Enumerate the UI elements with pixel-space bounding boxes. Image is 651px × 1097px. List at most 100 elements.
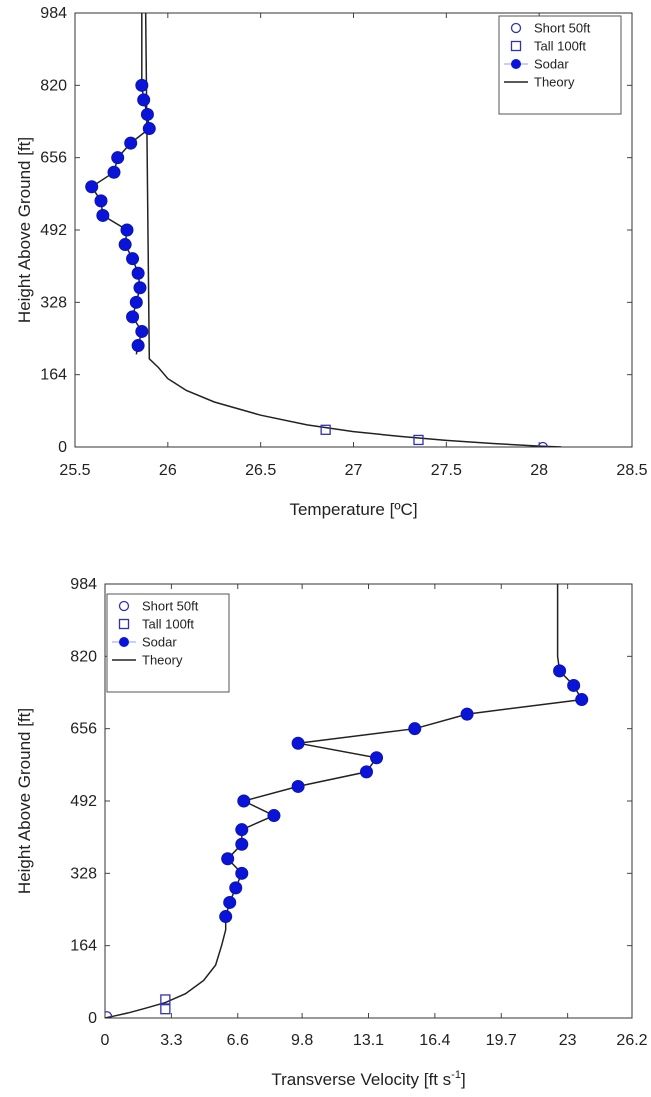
point-sodar (235, 866, 249, 880)
plot-frame (104, 583, 633, 1019)
x-tick-label: 26.2 (616, 1032, 647, 1049)
legend-label-sodar: Sodar (142, 635, 177, 650)
point-sodar (291, 779, 305, 793)
point-sodar (124, 136, 138, 150)
point-sodar (235, 823, 249, 837)
y-tick-label: 820 (40, 77, 67, 94)
x-axis-label: Temperature [ºC] (289, 500, 417, 519)
x-tick-label: 27.5 (431, 462, 462, 479)
point-sodar (142, 122, 156, 136)
y-tick-label: 656 (70, 721, 97, 738)
y-tick-label: 164 (40, 367, 67, 384)
point-sodar (553, 664, 567, 678)
y-tick-label: 492 (40, 222, 67, 239)
point-sodar (126, 252, 140, 266)
y-tick-label: 820 (70, 648, 97, 665)
y-tick-label: 328 (40, 294, 67, 311)
x-tick-label: 16.4 (419, 1032, 450, 1049)
x-tick-label: 28.5 (616, 462, 647, 479)
y-tick-label: 656 (40, 150, 67, 167)
point-sodar (135, 324, 149, 338)
plot-area (105, 584, 589, 1018)
point-sodar (267, 809, 281, 823)
x-tick-label: 25.5 (59, 462, 90, 479)
legend-swatch-sodar (119, 637, 129, 647)
y-axis-label: Height Above Ground [ft] (15, 708, 34, 894)
legend-swatch-tall-100ft (510, 40, 522, 52)
legend-label-theory: Theory (534, 75, 575, 90)
legend-swatch-short-50ft (510, 22, 522, 34)
x-tick-label: 9.8 (291, 1032, 313, 1049)
x-tick-label: 26.5 (245, 462, 276, 479)
point-short-50ft (105, 1011, 113, 1018)
point-sodar (229, 881, 243, 895)
plot-frame (74, 12, 633, 448)
point-sodar (131, 339, 145, 353)
point-sodar (107, 165, 121, 179)
y-axis-label: Height Above Ground [ft] (15, 137, 34, 323)
x-axis-label-superscript: -1 (451, 1069, 461, 1081)
y-tick-label: 492 (70, 793, 97, 810)
legend: Short 50ft Tall 100ft Sodar Theory (106, 593, 230, 693)
x-axis-label-end: ] (461, 1070, 466, 1089)
legend-label-sodar: Sodar (534, 57, 569, 72)
series-theory-line (105, 584, 583, 1018)
point-sodar (370, 751, 384, 765)
x-tick-label: 6.6 (227, 1032, 249, 1049)
point-sodar (291, 736, 305, 750)
point-tall-100ft (160, 1004, 171, 1015)
point-sodar (219, 910, 233, 924)
legend-label-tall-100ft: Tall 100ft (142, 617, 194, 632)
point-sodar (131, 266, 145, 280)
point-sodar (575, 693, 589, 707)
point-tall-100ft (320, 424, 331, 435)
x-tick-label: 13.1 (353, 1032, 384, 1049)
point-sodar (133, 281, 147, 295)
point-sodar (120, 223, 134, 237)
legend-swatch-tall-100ft (118, 618, 130, 630)
plot-area (85, 13, 562, 447)
point-sodar (408, 722, 422, 736)
point-sodar (137, 93, 151, 107)
y-tick-label: 984 (40, 5, 67, 22)
point-sodar (223, 895, 237, 909)
y-tick-label: 0 (58, 439, 67, 456)
point-tall-100ft (160, 994, 171, 1005)
legend-label-tall-100ft: Tall 100ft (534, 39, 586, 54)
transverse-velocity-profile-chart: 0 3.3 6.6 9.8 13.1 16.4 19.7 23 26.2 0 164 328 492 65… (15, 576, 648, 1089)
legend: Short 50ft Tall 100ft Sodar Theory (498, 15, 622, 115)
x-tick-label: 26 (159, 462, 177, 479)
point-tall-100ft (413, 434, 424, 446)
legend-label-short-50ft: Short 50ft (534, 21, 591, 36)
point-sodar (85, 180, 99, 194)
x-tick-label: 28 (530, 462, 548, 479)
point-sodar (460, 707, 474, 721)
y-tick-label: 328 (70, 865, 97, 882)
point-sodar (359, 765, 373, 779)
legend-swatch-short-50ft (118, 600, 130, 612)
point-sodar (140, 107, 154, 121)
x-axis-label: Transverse Velocity [ft s-1] (271, 1069, 465, 1089)
x-tick-label: 0 (101, 1032, 110, 1049)
point-sodar (111, 151, 125, 165)
y-tick-label: 984 (70, 576, 97, 593)
point-sodar (129, 295, 143, 309)
point-short-50ft (537, 441, 549, 447)
temperature-profile-chart: 25.5 26 26.5 27 27.5 28 28.5 0 164 328 492 656 820 98… (15, 5, 648, 519)
point-sodar (94, 194, 108, 208)
x-tick-label: 3.3 (160, 1032, 182, 1049)
point-sodar (96, 208, 110, 222)
y-tick-label: 164 (70, 938, 97, 955)
y-tick-label: 0 (88, 1010, 97, 1027)
series-theory-line (90, 13, 562, 447)
legend-swatch-sodar (511, 59, 521, 69)
point-sodar (237, 794, 251, 808)
point-sodar (221, 852, 235, 866)
point-sodar (235, 837, 249, 851)
x-tick-label: 27 (345, 462, 363, 479)
point-sodar (567, 678, 581, 692)
legend-label-theory: Theory (142, 653, 183, 668)
point-sodar (118, 238, 132, 252)
legend-label-short-50ft: Short 50ft (142, 599, 199, 614)
